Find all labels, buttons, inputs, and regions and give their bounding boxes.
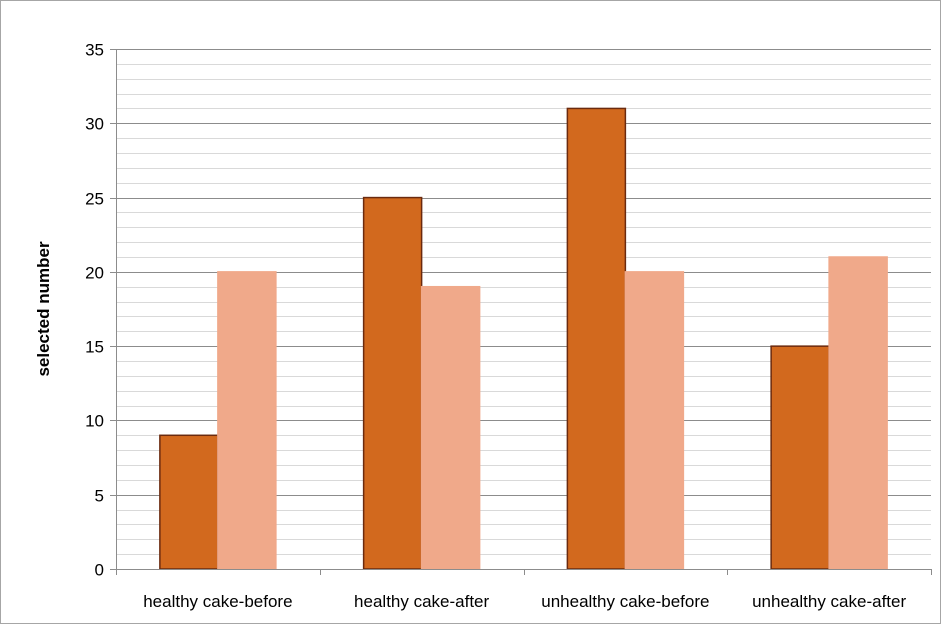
bar — [159, 434, 219, 570]
y-axis-title: selected number — [34, 241, 53, 376]
bar — [828, 256, 888, 570]
bar — [770, 345, 830, 570]
axes — [110, 49, 932, 575]
y-tick-label: 20 — [85, 264, 104, 283]
bar — [420, 285, 481, 570]
y-tick-label: 10 — [85, 412, 104, 431]
x-tick-label: unhealthy cake-after — [752, 592, 906, 611]
y-tick-label: 0 — [95, 561, 104, 580]
y-tick-label: 25 — [85, 190, 104, 209]
y-tick-label: 5 — [95, 487, 104, 506]
y-tick-label: 35 — [85, 41, 104, 60]
bars — [159, 107, 888, 570]
tick-labels: 0 5 10 15 20 25 30 35 healthy cake-before healthy… — [85, 41, 906, 612]
x-tick-label: healthy cake-after — [354, 592, 489, 611]
bar — [624, 271, 685, 570]
x-tick-label: unhealthy cake-before — [541, 592, 709, 611]
y-tick-label: 30 — [85, 115, 104, 134]
bar — [566, 107, 627, 570]
bar — [217, 271, 277, 570]
y-tick-label: 15 — [85, 338, 104, 357]
x-tick-label: healthy cake-before — [143, 592, 292, 611]
bar — [362, 196, 423, 570]
